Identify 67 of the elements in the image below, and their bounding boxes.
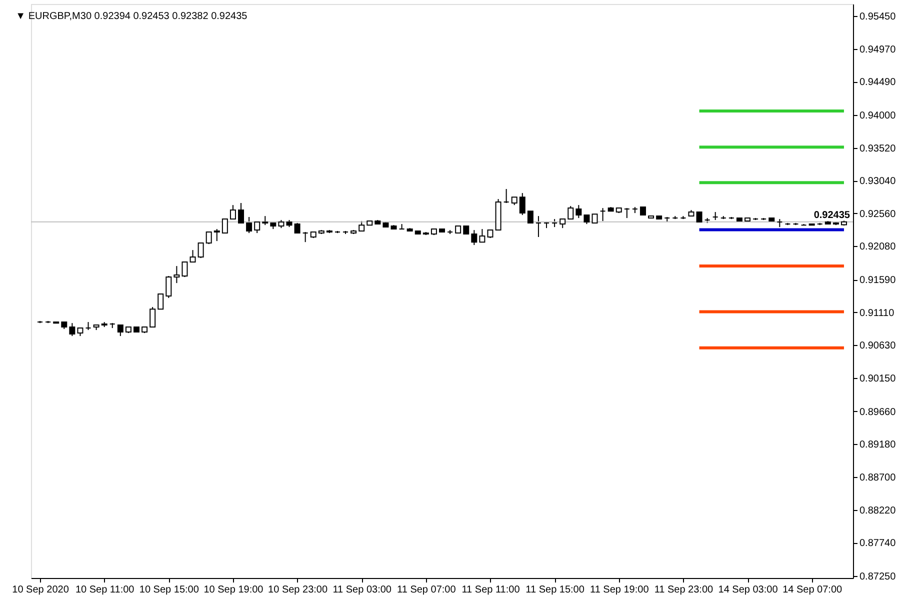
y-tick-label: 0.87250 — [860, 572, 896, 583]
x-tick-label: 14 Sep 03:00 — [718, 584, 778, 596]
candlestick — [262, 216, 268, 226]
y-tick-label: 0.89660 — [860, 406, 896, 418]
candlestick — [174, 266, 180, 284]
y-tick-label: 0.95450 — [860, 12, 896, 23]
candlestick — [254, 222, 260, 234]
candlestick — [503, 188, 510, 204]
candlestick — [182, 262, 188, 278]
y-tick-label: 0.89180 — [860, 440, 896, 451]
y-tick-label: 0.91110 — [860, 308, 895, 319]
candlestick — [576, 204, 582, 219]
candlestick — [479, 228, 486, 243]
y-tick-label: 0.90630 — [860, 340, 896, 352]
y-tick-label: 0.88220 — [860, 505, 896, 516]
candlestick — [214, 228, 220, 242]
x-tick-label: 11 Sep 23:00 — [654, 584, 714, 596]
candlestick — [246, 216, 252, 234]
x-tick-label: 14 Sep 07:00 — [782, 584, 843, 596]
candlestick — [560, 218, 566, 229]
candlestick — [158, 294, 164, 310]
ref-line-label: 0.92435 — [814, 210, 850, 221]
x-tick-label: 10 Sep 23:00 — [268, 584, 328, 596]
candlestick — [527, 210, 534, 224]
y-tick-label: 0.88700 — [860, 472, 896, 484]
y-tick-label: 0.93040 — [860, 176, 896, 188]
candlestick — [230, 204, 236, 220]
candlestick — [150, 306, 156, 328]
y-tick-label: 0.87740 — [860, 538, 896, 550]
x-tick-label: 11 Sep 03:00 — [332, 584, 392, 596]
candlestick — [198, 242, 204, 259]
y-tick-label: 0.92560 — [860, 208, 896, 220]
y-tick-label: 0.91590 — [860, 275, 896, 286]
candlestick — [535, 216, 542, 238]
y-tick-label: 0.94970 — [860, 44, 896, 56]
candlestick — [302, 232, 308, 243]
candlestick — [584, 214, 590, 225]
y-tick-label: 0.94490 — [860, 77, 896, 88]
candlestick — [696, 212, 702, 223]
x-tick-label: 11 Sep 15:00 — [526, 584, 585, 596]
y-tick-label: 0.90150 — [860, 373, 896, 384]
x-tick-label: 10 Sep 11:00 — [75, 584, 135, 596]
x-tick-label: 10 Sep 15:00 — [139, 584, 200, 596]
candlestick — [568, 206, 574, 220]
candlestick — [471, 230, 478, 246]
candlestick — [206, 232, 212, 245]
x-tick-label: 10 Sep 2020 — [12, 584, 70, 596]
candlestick — [222, 218, 228, 234]
candlestick — [358, 220, 365, 232]
candlestick — [294, 222, 300, 234]
y-tick-label: 0.92080 — [860, 242, 896, 253]
candlestick — [69, 322, 76, 337]
x-tick-label: 11 Sep 11:00 — [462, 584, 520, 596]
candlestick — [600, 208, 606, 222]
candlestick — [190, 250, 196, 263]
y-tick-label: 0.93520 — [860, 143, 896, 154]
x-tick-label: 11 Sep 19:00 — [590, 584, 650, 596]
candlestick — [398, 224, 405, 230]
y-tick-label: 0.94000 — [860, 110, 896, 122]
candlestick — [624, 208, 630, 219]
x-tick-label: 11 Sep 07:00 — [397, 584, 456, 596]
candlestick — [238, 202, 244, 224]
x-tick-label: 10 Sep 19:00 — [204, 584, 264, 596]
candlestick — [117, 324, 124, 337]
candlestick — [519, 192, 526, 216]
candlestick — [166, 276, 172, 298]
text: ▼ EURGBP,M30 0.92394 0.92453 0.92382 0.92435 — [16, 11, 248, 22]
